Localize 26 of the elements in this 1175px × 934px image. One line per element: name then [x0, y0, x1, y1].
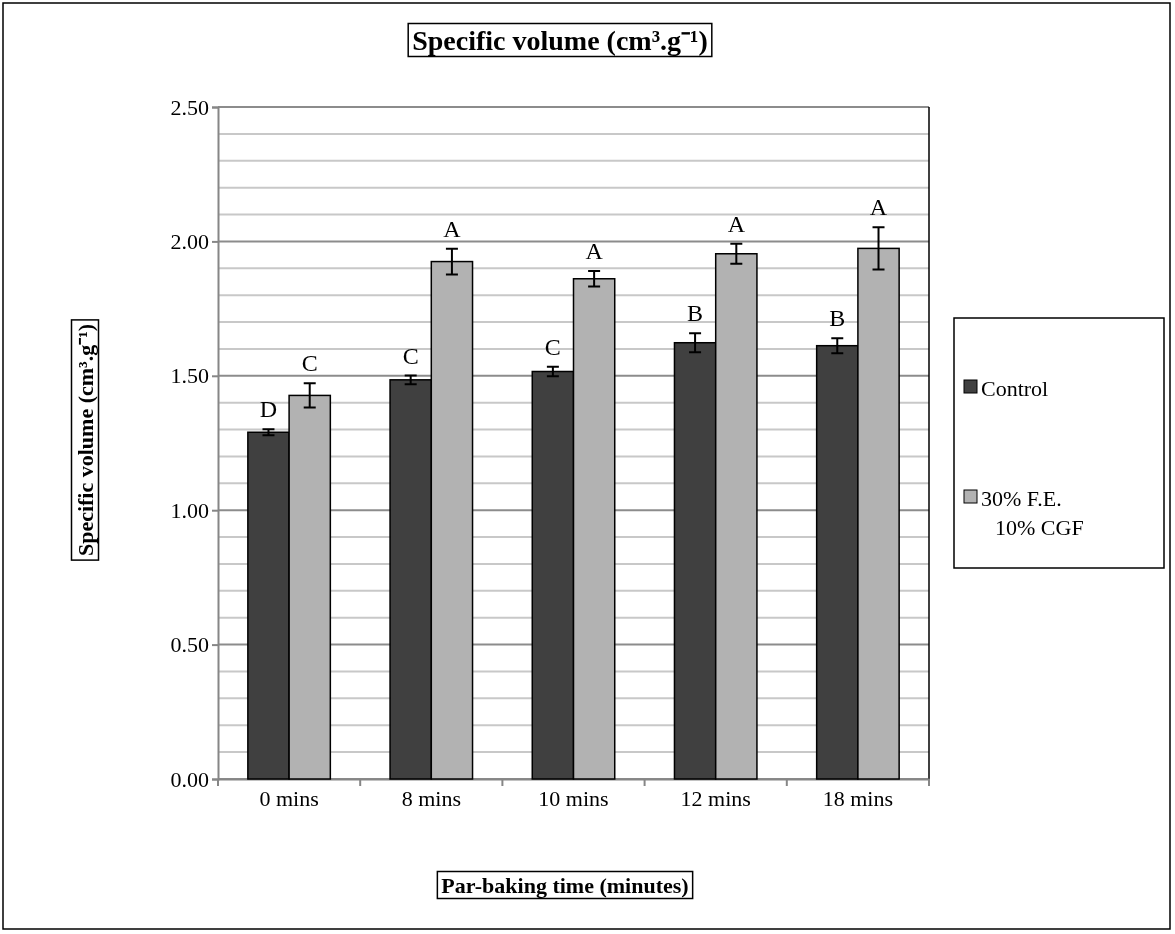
data-label: C	[301, 350, 318, 377]
legend-label: Control	[981, 375, 1049, 401]
data-label: B	[687, 300, 704, 327]
data-label: D	[259, 396, 278, 423]
x-tick-label: 8 mins	[401, 786, 461, 812]
data-label: A	[443, 215, 462, 242]
legend-label: 30% F.E. 10% CGF	[981, 485, 1084, 540]
y-tick-label: 1.00	[170, 497, 209, 523]
chart-title: Specific volume (cm³.g⁻¹)	[412, 24, 708, 56]
x-tick-label: 18 mins	[822, 786, 894, 812]
data-label: A	[727, 210, 746, 237]
y-tick-label: 2.50	[170, 94, 209, 120]
y-tick-label: 0.50	[170, 632, 209, 658]
y-tick-label: 0.00	[170, 766, 209, 792]
x-tick-label: 0 mins	[259, 786, 319, 812]
x-axis-title: Par-baking time (minutes)	[441, 872, 689, 898]
data-label: A	[869, 194, 888, 221]
data-label: A	[585, 237, 604, 264]
data-label: C	[402, 342, 419, 369]
x-tick-label: 12 mins	[680, 786, 751, 812]
x-tick-label: 10 mins	[538, 786, 609, 812]
y-axis-title: Specific volume (cm³.g⁻¹)	[72, 323, 98, 557]
y-tick-label: 1.50	[170, 363, 209, 389]
y-tick-label: 2.00	[170, 228, 209, 254]
data-label: C	[544, 333, 561, 360]
data-label: B	[829, 305, 846, 332]
